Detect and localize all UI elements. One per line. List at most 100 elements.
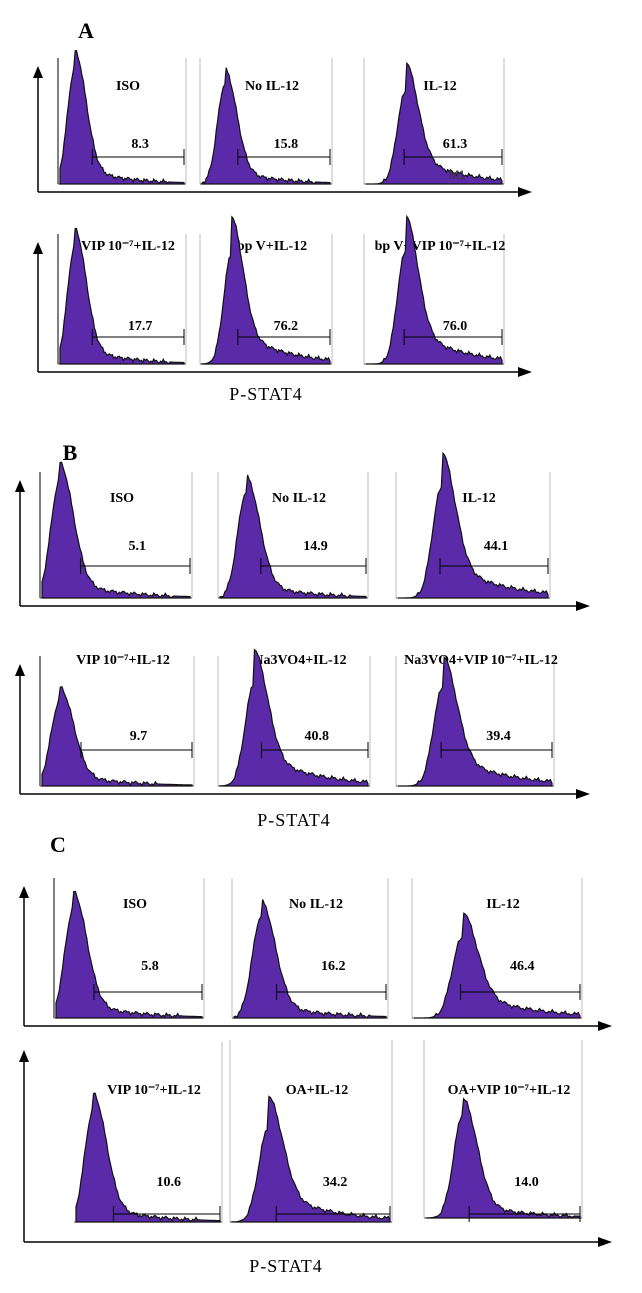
gate-percentage: 5.1 [128,539,146,554]
histogram-row: ISO 8.3 No IL-12 15.8 IL-12 61.3 M1 [33,50,532,197]
histogram-area [398,655,553,787]
histogram-area [398,451,549,599]
histogram: ISO 5.8 [53,878,205,1019]
histogram: ISO 8.3 [57,50,187,185]
gate-percentage: 8.3 [131,137,149,152]
histogram-area [219,648,369,787]
panel-c: C ISO 5.8 No IL-12 16.2 IL-12 46.4 VIP 10⁻⁷+IL-… [19,832,612,1276]
gate-percentage: 34.2 [323,1175,348,1190]
histogram-row: ISO 5.8 No IL-12 16.2 IL-12 46.4 [19,878,612,1031]
histogram-title: ISO [110,491,134,506]
panel-a: A ISO 8.3 No IL-12 15.8 IL-12 61.3 M1 VIP 10⁻⁷+I… [33,18,532,404]
y-axis-arrow [15,480,25,492]
gate-percentage: 14.0 [514,1175,539,1190]
histogram-area [201,67,331,185]
gate-percentage: 5.8 [141,959,159,974]
histogram-area [231,1095,391,1223]
panel-letter: A [78,18,94,43]
y-axis-arrow [15,664,25,676]
panel-letter: B [63,440,78,465]
y-axis-arrow [33,242,43,254]
histogram-row: VIP 10⁻⁷+IL-12 17.7 bp V+IL-12 76.2 bp V+VIP… [33,214,532,377]
panel-b: B ISO 5.1 No IL-12 14.9 IL-12 44.1 VIP 10⁻⁷+IL-… [15,440,590,830]
x-axis-arrow [518,187,532,197]
histogram-area [59,227,185,365]
histogram-area [425,1097,581,1219]
x-axis-arrow [576,789,590,799]
gate-percentage: 10.6 [156,1175,181,1190]
histogram-area [41,461,191,599]
gate-percentage: 44.1 [484,539,509,554]
histogram: VIP 10⁻⁷+IL-12 10.6 [74,1042,223,1223]
gate-percentage: 14.9 [303,539,328,554]
histogram-title: ISO [123,897,147,912]
histogram-title: IL-12 [423,79,456,94]
histogram-title: No IL-12 [289,897,343,912]
histogram-area [366,214,503,365]
gate-percentage: 61.3 [443,137,468,152]
histogram: OA+VIP 10⁻⁷+IL-12 14.0 [423,1040,583,1222]
histogram-title: bp V+VIP 10⁻⁷+IL-12 [375,239,506,254]
histogram-title: VIP 10⁻⁷+IL-12 [81,239,175,254]
histogram-title: Na3VO4+IL-12 [253,653,346,668]
histogram-title: bp V+IL-12 [237,239,307,254]
histogram-area [201,215,331,365]
histogram-area [59,50,185,185]
histogram-title: IL-12 [462,491,495,506]
histogram: VIP 10⁻⁷+IL-12 9.7 [39,653,195,787]
gate-percentage: 76.2 [274,319,299,334]
y-axis-arrow [33,66,43,78]
histogram-title: OA+IL-12 [286,1083,348,1098]
histogram-title: VIP 10⁻⁷+IL-12 [107,1083,201,1098]
histogram-title: Na3VO4+VIP 10⁻⁷+IL-12 [404,653,558,668]
histogram: Na3VO4+IL-12 40.8 [217,648,371,787]
histogram: OA+IL-12 34.2 [229,1040,393,1223]
gate-percentage: 40.8 [304,729,329,744]
gate-percentage: 39.4 [486,729,511,744]
x-axis-arrow [576,601,590,611]
histogram: bp V+IL-12 76.2 [199,215,333,365]
histogram-title: OA+VIP 10⁻⁷+IL-12 [448,1083,571,1098]
y-axis-arrow [19,1050,29,1062]
histogram-area [414,912,581,1019]
histogram-row: VIP 10⁻⁷+IL-12 10.6 OA+IL-12 34.2 OA+VIP 10⁻… [19,1040,612,1247]
histogram: IL-12 44.1 [395,451,551,599]
histogram-area [366,61,503,185]
histogram: Na3VO4+VIP 10⁻⁷+IL-12 39.4 [395,653,558,787]
gate-percentage: 46.4 [510,959,535,974]
gate-percentage: 15.8 [274,137,299,152]
histogram: VIP 10⁻⁷+IL-12 17.7 [57,227,187,365]
gate-percentage: 9.7 [130,729,148,744]
histogram: No IL-12 16.2 [231,878,389,1019]
gate-percentage: 17.7 [128,319,153,334]
histogram-row: VIP 10⁻⁷+IL-129.7Na3VO4+IL-1240.8Na3VO4+… [15,648,590,799]
x-axis-label: P-STAT4 [249,1256,323,1276]
histogram-title: ISO [116,79,140,94]
histogram-title: IL-12 [486,897,519,912]
histogram: IL-12 46.4 [411,878,583,1019]
x-axis-arrow [598,1237,612,1247]
x-axis-label: P-STAT4 [257,810,331,830]
histogram: No IL-12 15.8 [199,58,333,185]
x-axis-arrow [518,367,532,377]
gate-percentage: 76.0 [443,319,468,334]
histogram-title: No IL-12 [272,491,326,506]
histogram-area [233,899,387,1019]
histogram: ISO 5.1 [39,461,193,599]
panel-letter: C [50,832,66,857]
histogram-title: VIP 10⁻⁷+IL-12 [76,653,170,668]
histogram-area [75,1092,221,1223]
gate-label: M1 [449,168,466,182]
histogram-area [41,685,193,787]
x-axis-arrow [598,1021,612,1031]
histogram-title: No IL-12 [245,79,299,94]
histogram-row: ISO 5.1 No IL-12 14.9 IL-12 44.1 [15,451,590,611]
histogram: No IL-12 14.9 [217,472,369,599]
histogram-area [219,474,367,599]
x-axis-label: P-STAT4 [229,384,303,404]
y-axis-arrow [19,886,29,898]
histogram: IL-12 61.3 M1 [363,58,505,185]
histogram: bp V+VIP 10⁻⁷+IL-12 76.0 [363,214,506,365]
gate-percentage: 16.2 [321,959,346,974]
